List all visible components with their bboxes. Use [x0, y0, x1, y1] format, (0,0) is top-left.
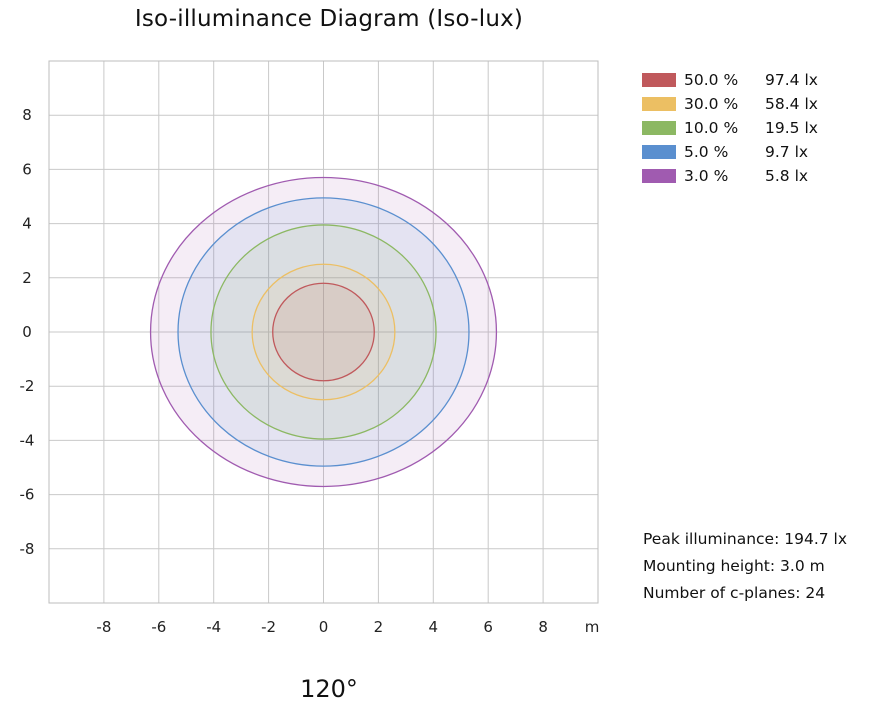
legend: 50.0 % 97.4 lx 30.0 % 58.4 lx 10.0 % 19.… — [642, 68, 818, 188]
x-tick-label: -8 — [96, 618, 111, 636]
x-tick-label: -6 — [151, 618, 166, 636]
legend-percent: 50.0 % — [684, 71, 739, 89]
grid — [48, 60, 599, 604]
legend-percent: 5.0 % — [684, 143, 729, 161]
legend-swatch — [642, 97, 676, 111]
legend-lux: 9.7 lx — [765, 143, 809, 161]
iso-contour — [177, 197, 470, 467]
y-tick-label: -8 — [20, 540, 35, 558]
iso-contour — [149, 176, 498, 488]
x-tick-label: 4 — [429, 618, 439, 636]
y-tick-label: 8 — [22, 106, 32, 124]
iso-contour — [210, 224, 437, 440]
beam-angle-label: 120° — [300, 675, 358, 703]
legend-item: 3.0 % 5.8 lx — [642, 164, 818, 188]
x-tick-label: 2 — [374, 618, 384, 636]
x-tick-label: 0 — [319, 618, 329, 636]
y-tick-label: 6 — [22, 160, 32, 178]
legend-percent: 3.0 % — [684, 167, 729, 185]
contours — [149, 176, 498, 488]
mounting-height: Mounting height: 3.0 m — [643, 557, 825, 575]
legend-lux: 97.4 lx — [765, 71, 818, 89]
legend-swatch — [642, 145, 676, 159]
legend-percent: 30.0 % — [684, 95, 739, 113]
y-tick-label: -2 — [20, 377, 35, 395]
legend-swatch — [642, 121, 676, 135]
photometric-info: Peak illuminance: 194.7 lx Mounting heig… — [643, 526, 847, 607]
plot-frame — [48, 60, 599, 604]
legend-item: 50.0 % 97.4 lx — [642, 68, 818, 92]
legend-lux: 19.5 lx — [765, 119, 818, 137]
x-tick-label: -4 — [206, 618, 221, 636]
peak-illuminance: Peak illuminance: 194.7 lx — [643, 530, 848, 548]
legend-lux: 5.8 lx — [765, 167, 809, 185]
legend-percent: 10.0 % — [684, 119, 739, 137]
x-unit-label: m — [585, 618, 600, 636]
y-tick-label: -6 — [20, 486, 35, 504]
y-tick-label: 4 — [22, 215, 32, 233]
legend-swatch — [642, 169, 676, 183]
legend-item: 10.0 % 19.5 lx — [642, 116, 818, 140]
legend-swatch — [642, 73, 676, 87]
ticks: -8 -6 -4 -2 0 2 4 6 8 m 8 6 4 2 0 -2 -4 -6 -8 — [20, 106, 600, 636]
x-tick-label: -2 — [261, 618, 276, 636]
y-tick-label: -4 — [20, 431, 35, 449]
legend-lux: 58.4 lx — [765, 95, 818, 113]
chart-title: Iso-illuminance Diagram (Iso-lux) — [134, 6, 524, 32]
y-tick-label: 2 — [22, 269, 32, 287]
x-tick-label: 8 — [538, 618, 548, 636]
y-tick-label: 0 — [22, 323, 32, 341]
legend-item: 30.0 % 58.4 lx — [642, 92, 818, 116]
legend-item: 5.0 % 9.7 lx — [642, 140, 818, 164]
c-plane-count: Number of c-planes: 24 — [643, 584, 826, 602]
x-tick-label: 6 — [483, 618, 493, 636]
iso-contour — [272, 282, 375, 382]
